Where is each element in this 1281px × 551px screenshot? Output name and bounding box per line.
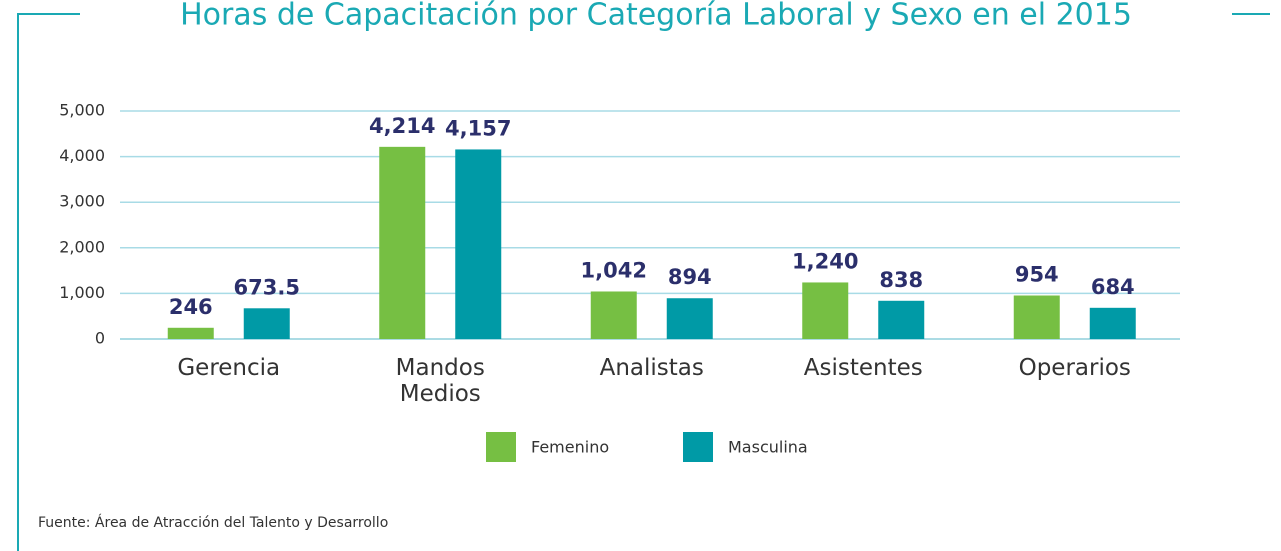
data-label: 1,240 [792,249,858,273]
legend-label: Masculina [728,438,808,457]
data-label: 673.5 [234,275,300,299]
y-tick-label: 1,000 [59,283,105,302]
bar [590,291,637,339]
x-tick-label: Mandos Medios [395,355,485,407]
data-label: 838 [879,268,923,292]
x-tick-label: Operarios [1018,355,1131,381]
data-label: 954 [1015,262,1059,286]
y-tick-label: 4,000 [59,146,105,165]
bar [666,298,713,339]
data-label: 246 [169,295,213,319]
bar [1013,295,1060,339]
x-tick-label: Analistas [599,355,704,381]
bar [878,300,925,339]
data-label: 4,157 [445,116,511,140]
bar [455,149,502,339]
data-label: 1,042 [581,258,647,282]
legend-swatch [486,432,516,462]
bar [379,146,426,339]
bar [243,308,290,339]
bar [1089,307,1136,339]
bar [802,282,849,339]
chart-title: Horas de Capacitación por Categoría Labo… [180,0,1132,33]
data-label: 894 [668,265,712,289]
legend-swatch [683,432,713,462]
data-label: 4,214 [369,114,435,138]
y-tick-label: 5,000 [59,101,105,120]
x-tick-label: Gerencia [177,355,281,381]
bar [167,327,214,339]
y-tick-label: 3,000 [59,192,105,211]
source-note: Fuente: Área de Atracción del Talento y … [38,514,388,531]
y-tick-label: 0 [95,329,105,348]
data-label: 684 [1091,275,1135,299]
legend-label: Femenino [531,438,609,457]
y-tick-label: 2,000 [59,237,105,256]
x-tick-label: Asistentes [803,355,923,381]
